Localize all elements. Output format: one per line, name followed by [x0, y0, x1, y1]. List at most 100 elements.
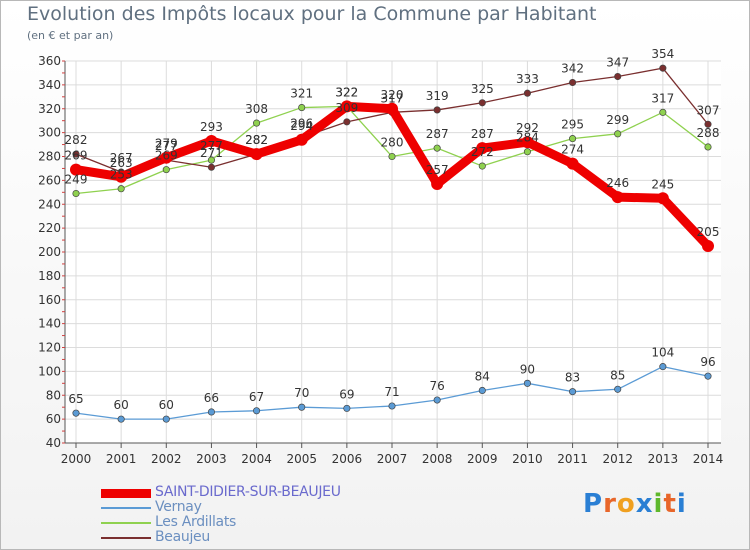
data-label: 272 [471, 145, 494, 159]
data-point [253, 407, 261, 415]
data-label: 66 [204, 391, 219, 405]
data-label: 284 [516, 131, 539, 145]
data-label: 287 [426, 127, 449, 141]
y-tick-label: 100 [38, 364, 61, 378]
data-label: 277 [200, 139, 223, 153]
y-tick-label: 200 [38, 245, 61, 259]
data-point [611, 191, 624, 204]
data-label: 60 [159, 398, 174, 412]
data-point [478, 386, 486, 395]
data-point [656, 192, 669, 205]
data-point [205, 134, 218, 147]
data-point [569, 135, 577, 143]
x-tick-label: 2012 [602, 452, 633, 466]
data-label: 287 [471, 127, 494, 141]
x-tick-label: 2004 [241, 452, 272, 466]
data-label: 249 [65, 173, 88, 187]
y-tick-label: 260 [38, 173, 61, 187]
data-point [614, 385, 622, 393]
data-point [207, 408, 215, 416]
legend-label: Vernay [155, 499, 202, 515]
data-point [704, 143, 712, 151]
data-point [298, 104, 306, 112]
logo-letter: i [676, 489, 687, 519]
data-label: 282 [65, 133, 88, 147]
data-label: 280 [381, 136, 404, 150]
data-label: 269 [155, 149, 178, 163]
data-point [343, 118, 351, 126]
data-point [388, 152, 396, 161]
data-point [117, 185, 125, 193]
y-tick-label: 120 [38, 341, 61, 355]
data-point [476, 142, 489, 155]
chart-subtitle: (en € et par an) [27, 29, 114, 42]
data-point [343, 404, 351, 412]
data-point [614, 72, 622, 81]
data-point [162, 166, 170, 174]
data-label: 321 [290, 87, 313, 101]
logo-letter: t [663, 489, 677, 519]
logo-letter: r [603, 489, 617, 519]
data-point [523, 379, 531, 387]
legend-label: Les Ardillats [155, 514, 237, 530]
data-label: 246 [606, 176, 629, 190]
data-label: 288 [697, 126, 720, 140]
data-label: 308 [245, 102, 268, 116]
data-label: 295 [561, 118, 584, 132]
data-point [659, 64, 667, 72]
data-label: 245 [651, 177, 674, 191]
data-label: 67 [249, 390, 264, 404]
data-label: 76 [430, 379, 445, 393]
data-label: 269 [65, 149, 88, 163]
data-point [659, 363, 667, 371]
data-label: 282 [245, 133, 268, 147]
y-tick-label: 60 [46, 412, 61, 426]
x-tick-label: 2011 [557, 452, 588, 466]
data-label: 309 [335, 101, 358, 115]
data-label: 279 [155, 137, 178, 151]
x-tick-label: 2000 [61, 452, 92, 466]
data-label: 325 [471, 82, 494, 96]
data-point [566, 157, 579, 170]
data-label: 85 [610, 368, 625, 382]
logo-letter: P [583, 489, 604, 519]
legend-label: SAINT-DIDIER-SUR-BEAUJEU [155, 484, 341, 500]
data-point [431, 177, 444, 190]
data-label: 271 [200, 146, 223, 160]
y-tick-label: 320 [38, 102, 61, 116]
data-label: 104 [651, 346, 674, 360]
data-point [478, 99, 486, 107]
data-label: 342 [561, 61, 584, 75]
data-label: 84 [475, 369, 490, 383]
data-point [614, 130, 622, 138]
data-label: 83 [565, 371, 580, 385]
data-point [70, 163, 82, 176]
data-point [569, 388, 577, 396]
x-tick-label: 2010 [512, 452, 543, 466]
data-label: 333 [516, 72, 539, 86]
x-tick-label: 2013 [648, 452, 679, 466]
data-label: 60 [114, 398, 129, 412]
data-point [569, 78, 577, 87]
data-point [298, 403, 306, 411]
data-label: 70 [294, 386, 309, 400]
x-tick-label: 2007 [377, 452, 408, 466]
logo-letter: x [635, 489, 654, 519]
y-tick-label: 340 [38, 78, 61, 92]
x-tick-label: 2009 [467, 452, 498, 466]
x-tick-label: 2003 [196, 452, 227, 466]
data-label: 296 [290, 116, 313, 130]
data-label: 294 [290, 119, 313, 133]
data-point [521, 136, 534, 149]
data-label: 267 [110, 151, 133, 165]
y-tick-label: 240 [38, 197, 61, 211]
data-label: 317 [381, 91, 404, 105]
data-point [160, 151, 173, 164]
data-point [433, 106, 441, 114]
chart-title: Evolution des Impôts locaux pour la Comm… [27, 3, 597, 25]
data-label: 253 [110, 168, 133, 182]
data-point [72, 409, 80, 417]
data-point [340, 100, 353, 113]
